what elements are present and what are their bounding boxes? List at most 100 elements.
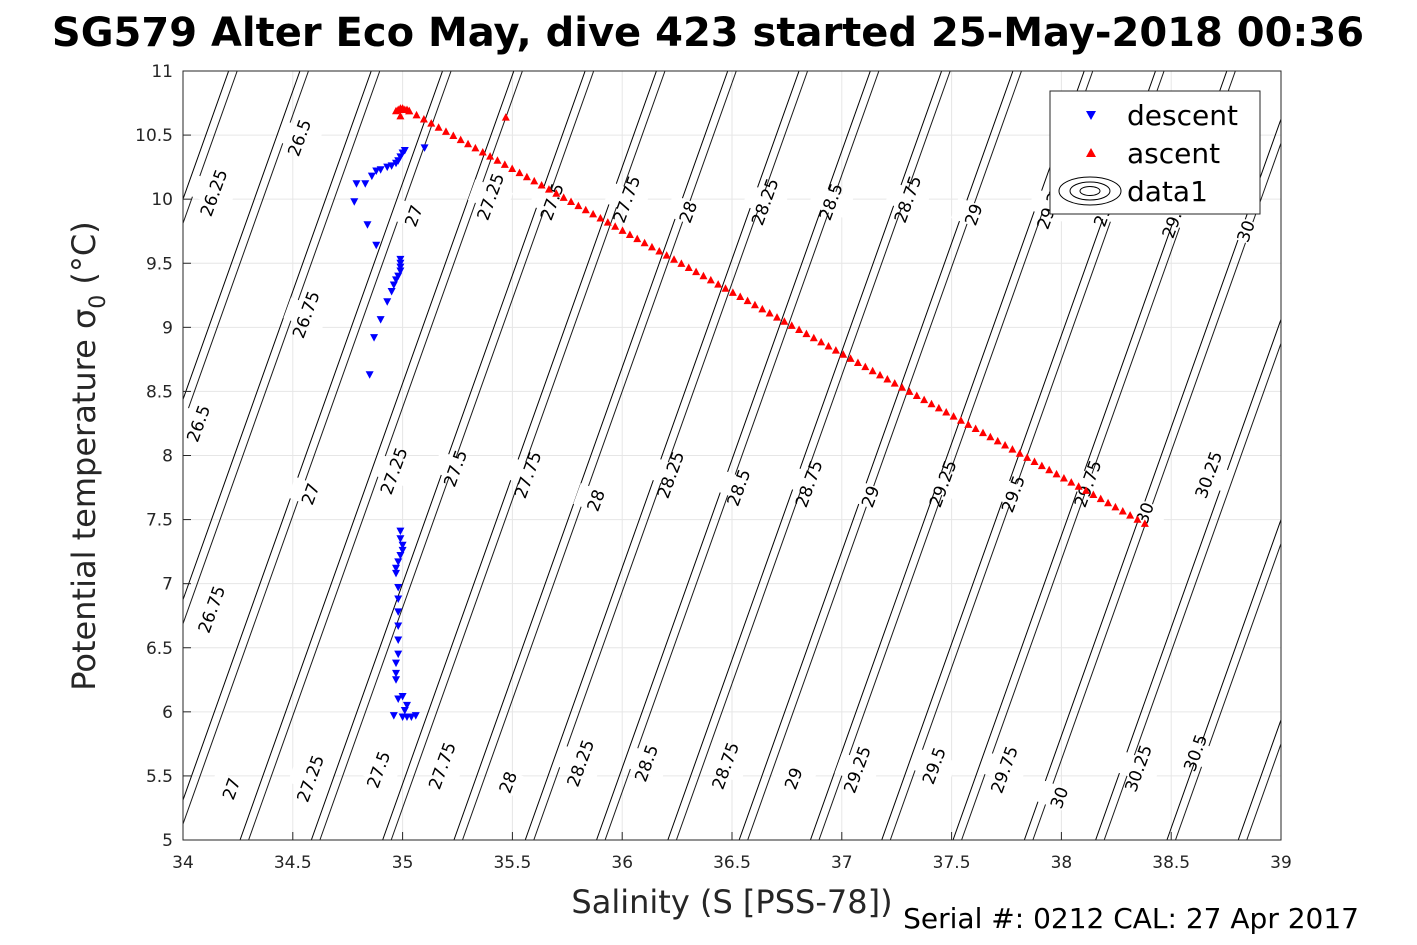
descent-point: [376, 166, 385, 174]
ascent-point: [500, 160, 509, 168]
descent-point: [400, 707, 409, 715]
ascent-point: [920, 395, 929, 404]
ascent-point: [795, 325, 804, 333]
ascent-point: [912, 391, 921, 399]
contour-label-bg: [391, 198, 437, 234]
y-tick-label: 7: [162, 575, 173, 595]
descent-point: [363, 221, 372, 229]
ascent-point: [662, 251, 671, 259]
ascent-point: [670, 255, 679, 263]
contour-label-bg: [885, 181, 931, 217]
ascent-point: [567, 197, 576, 206]
ascent-point: [412, 110, 421, 119]
ascent-point: [640, 238, 649, 247]
descent-point: [372, 167, 381, 175]
legend-ascent-marker: [1086, 148, 1096, 157]
ascent-point: [898, 383, 907, 391]
descent-point: [398, 546, 407, 555]
ascent-point: [1052, 469, 1061, 478]
ascent-point: [956, 416, 965, 424]
contour-label-bg: [529, 184, 575, 219]
descent-point: [400, 146, 409, 155]
ascent-point: [883, 374, 892, 383]
ascent-point: [824, 341, 833, 350]
x-tick-label: 34.5: [274, 853, 312, 873]
contour-label-bg: [1122, 495, 1168, 531]
contour-label-bg: [665, 194, 711, 230]
ascent-point: [684, 263, 693, 272]
contour-line-secondary: [183, 71, 381, 626]
ascent-point: [979, 428, 988, 437]
contour-label-bg: [1036, 780, 1082, 815]
contour-label-bg: [1185, 457, 1232, 492]
contour-label-bg: [1065, 466, 1111, 501]
descent-point: [392, 659, 401, 668]
ascent-point: [839, 350, 848, 358]
ascent-point: [515, 168, 524, 177]
descent-point: [394, 695, 403, 704]
descent-point: [396, 267, 405, 275]
ascent-point: [581, 205, 590, 214]
ascent-point: [1133, 515, 1142, 523]
ascent-point: [1001, 441, 1010, 449]
contour-line: [1166, 518, 1281, 840]
ascent-point: [530, 176, 539, 185]
ascent-point: [508, 164, 517, 173]
ascent-point: [1089, 490, 1098, 499]
ascent-point: [633, 234, 642, 243]
ascent-point: [434, 123, 443, 131]
ascent-point: [1104, 498, 1113, 507]
contour-label-bg: [770, 761, 817, 796]
ascent-point: [522, 172, 531, 181]
y-axis: 5 5.5 6 6.5 7 7.5 8 8.5 9 9.5 10 10.5 11: [135, 62, 191, 851]
ascent-point: [441, 127, 450, 135]
contour-label-bg: [834, 752, 880, 787]
x-tick-label: 35.5: [493, 853, 531, 873]
contour-line-secondary: [183, 71, 238, 225]
contour-label-bg: [175, 406, 221, 441]
descent-point: [383, 163, 392, 172]
contour-line: [1310, 71, 1417, 840]
descent-point: [387, 287, 396, 296]
descent-point: [392, 564, 401, 573]
ascent-point: [949, 412, 958, 420]
ascent-point: [1015, 449, 1024, 457]
ascent-point: [905, 387, 914, 395]
ascent-point: [559, 193, 568, 201]
ascent-point: [677, 259, 686, 267]
descent-point: [394, 608, 403, 616]
contour-label-bg: [742, 184, 788, 219]
ascent-point: [890, 379, 899, 387]
ascent-point: [876, 370, 885, 379]
descent-point: [396, 535, 405, 543]
y-axis-label-sub: 0: [86, 295, 111, 309]
ascent-point: [1126, 511, 1135, 519]
x-tick-label: 35: [392, 853, 414, 873]
ascent-point: [1111, 502, 1120, 511]
ascent-point: [706, 275, 715, 284]
contour-label-bg: [981, 752, 1027, 787]
y-tick-label: 8: [162, 447, 173, 467]
y-tick-label: 7.5: [146, 511, 173, 531]
descent-point: [365, 371, 374, 379]
ascent-point: [427, 119, 436, 127]
ascent-point: [743, 296, 752, 305]
ascent-point: [501, 113, 510, 121]
descent-point: [420, 144, 429, 152]
contour-label-bg: [847, 479, 893, 514]
descent-point: [398, 541, 407, 550]
ascent-series: [392, 104, 1149, 527]
ascent-point: [574, 201, 583, 210]
ascent-point: [478, 148, 487, 156]
descent-point: [394, 272, 403, 281]
ascent-point: [802, 329, 811, 338]
ascent-point: [758, 304, 767, 313]
descent-point: [352, 180, 361, 188]
descent-point: [392, 669, 401, 678]
ascent-point: [611, 222, 620, 230]
legend: descent ascent data1: [1049, 90, 1261, 215]
ascent-point: [1118, 507, 1127, 515]
ascent-point: [736, 292, 745, 300]
ascent-point: [964, 420, 973, 428]
ascent-point: [699, 271, 708, 280]
